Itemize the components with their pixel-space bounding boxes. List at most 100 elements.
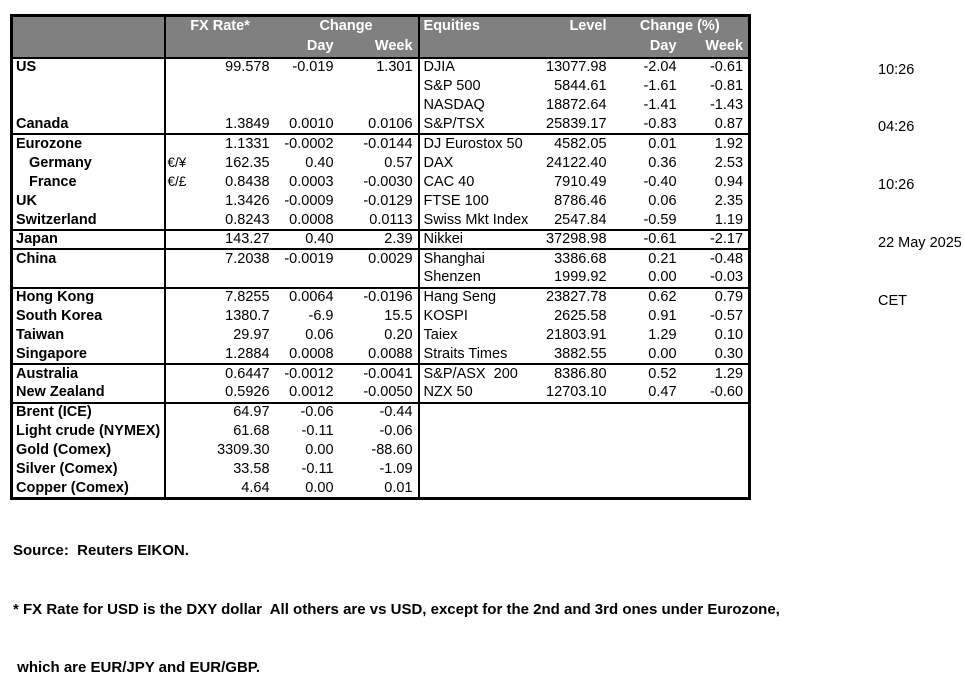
cell-eq-week: -0.57 <box>709 307 744 324</box>
table-row: Hong Kong 7.8255 0.0064 -0.0196 Hang Seng 238… <box>11 287 750 307</box>
header-row-1: FX Rate* Change Equities Level Change (%… <box>11 15 750 37</box>
cell-eq-label: Taiex <box>423 327 458 344</box>
cell-eq-week <box>682 441 750 460</box>
cell-fx-label: Silver (Comex) <box>11 460 166 480</box>
cell-fx-rate: 0.5926 <box>190 383 275 404</box>
cell-eq-label: Swiss Mkt Index <box>418 210 541 232</box>
cell-fx-sym <box>165 422 191 441</box>
cell-fx-sym: €/£ <box>167 174 187 190</box>
cell-fx-label: Light crude (NYMEX) <box>11 421 166 441</box>
table-row: Gold (Comex) 3309.30 0.00 -88.60 <box>11 440 750 461</box>
cell-fx-rate: 1.3849 <box>190 115 275 136</box>
cell-eq-day: 0.62 <box>648 289 677 306</box>
cell-eq-level: 5844.61 <box>554 77 607 94</box>
level-header: Level <box>540 15 612 37</box>
cell-eq-label: NZX 50 <box>418 383 541 404</box>
cell-fx-day <box>274 268 339 289</box>
cell-fx-week <box>338 268 420 289</box>
cell-fx-sym: €/¥ <box>167 155 187 171</box>
cell-fx-label: South Korea <box>11 306 166 326</box>
fx-rate-header: FX Rate* <box>164 15 275 37</box>
timestamp-line: 10:26 <box>878 61 915 78</box>
cell-eq-level <box>541 403 612 422</box>
cell-eq-week: -0.81 <box>709 77 744 94</box>
cell-fx-rate: 4.64 <box>241 479 270 496</box>
cell-fx-week: 2.39 <box>338 230 420 251</box>
cell-fx-rate: 162.35 <box>225 154 270 171</box>
cell-fx-sym <box>165 460 191 479</box>
cell-eq-label: Shanghai <box>423 250 485 267</box>
cell-eq-level: 1999.92 <box>540 268 612 289</box>
cell-fx-sym <box>164 345 191 366</box>
cell-eq-week: 0.30 <box>681 345 750 366</box>
cell-eq-day: -1.41 <box>643 97 677 114</box>
cell-fx-week <box>338 95 420 116</box>
cell-fx-day: -0.0019 <box>284 250 334 267</box>
cell-fx-week: -0.44 <box>338 402 420 422</box>
timestamp-block: 10:26 04:26 10:26 22 May 2025 CET <box>878 22 962 331</box>
table-row: China 7.2038 -0.0019 0.0029 Shanghai 3386.68 0… <box>11 249 750 269</box>
cell-eq-label <box>419 460 541 479</box>
spacer-cell <box>540 36 612 59</box>
cell-fx-week: -0.0129 <box>338 191 420 211</box>
cell-fx-sym <box>165 364 191 383</box>
cell-fx-label: China <box>11 249 166 269</box>
cell-eq-week <box>682 479 750 498</box>
cell-fx-label: US <box>11 57 166 77</box>
timestamp-line: 10:26 <box>878 177 915 194</box>
cell-fx-rate: 143.27 <box>190 230 275 251</box>
table-row: Eurozone 1.1331 -0.0002 -0.0144 DJ Eurostox … <box>11 134 750 154</box>
cell-eq-label: DJIA <box>423 59 455 76</box>
cell-eq-level: 7910.49 <box>554 173 607 190</box>
cell-eq-level: 12703.10 <box>540 383 612 404</box>
cell-fx-week: 0.57 <box>338 153 420 173</box>
corner-cell <box>11 15 166 37</box>
cell-fx-week: 0.01 <box>338 479 420 499</box>
cell-fx-label: Taiwan <box>11 325 166 346</box>
cell-fx-week: 0.20 <box>338 325 420 346</box>
table-row: Germany €/¥ 162.35 0.40 0.57 DAX 24122.40 0.36 2… <box>11 153 750 173</box>
cell-eq-week: 0.10 <box>714 327 744 344</box>
cell-eq-week: 1.29 <box>714 366 744 382</box>
cell-eq-label <box>419 422 541 441</box>
cell-fx-week <box>338 76 420 96</box>
cell-eq-week: -2.17 <box>681 230 750 251</box>
cell-eq-level <box>541 422 612 441</box>
cell-fx-rate: 0.8243 <box>190 210 275 232</box>
cell-fx-label: Japan <box>11 230 166 251</box>
cell-eq-week <box>682 422 750 441</box>
equities-header: Equities <box>418 15 541 37</box>
cell-fx-day <box>275 96 339 115</box>
cell-fx-day: 0.0003 <box>289 173 334 190</box>
spacer-cell <box>190 36 275 59</box>
table-row: Australia 0.6447 -0.0012 -0.0041 S&P/ASX 200… <box>11 364 750 384</box>
cell-fx-label: UK <box>11 191 166 211</box>
cell-eq-week: 0.94 <box>714 173 744 190</box>
table-row: Light crude (NYMEX) 61.68 -0.11 -0.06 <box>11 421 750 441</box>
cell-fx-week: 0.0113 <box>338 210 420 232</box>
cell-fx-label: Gold (Comex) <box>11 440 166 461</box>
cell-fx-label: Switzerland <box>11 210 166 232</box>
cell-eq-day: 0.47 <box>611 383 682 404</box>
cell-eq-week: 1.92 <box>714 135 744 152</box>
cell-fx-day: -0.0009 <box>284 192 334 209</box>
cell-fx-rate: 0.8438 <box>225 173 270 190</box>
cell-fx-sym <box>164 383 191 404</box>
cell-eq-day: -0.83 <box>611 115 682 136</box>
eq-change-pct-header: Change (%) <box>611 15 750 37</box>
cell-eq-week: 1.19 <box>681 210 750 232</box>
spacer-cell <box>164 36 191 59</box>
cell-eq-label <box>419 479 541 498</box>
cell-fx-rate <box>191 96 275 115</box>
cell-fx-day: 0.0008 <box>274 210 339 232</box>
cell-fx-rate: 1.1331 <box>225 135 270 152</box>
cell-fx-week: -0.06 <box>338 421 420 441</box>
cell-eq-label: S&P 500 <box>423 77 481 94</box>
table-header: FX Rate* Change Equities Level Change (%… <box>11 15 750 59</box>
cell-fx-sym <box>165 249 191 268</box>
cell-eq-label: S&P/ASX 200 <box>423 366 518 382</box>
footnote-line-2: which are EUR/JPY and EUR/GBP. <box>13 659 261 676</box>
cell-eq-level: 3386.68 <box>554 250 607 267</box>
cell-eq-day: 0.91 <box>648 307 677 324</box>
timezone-line: CET <box>878 293 907 310</box>
